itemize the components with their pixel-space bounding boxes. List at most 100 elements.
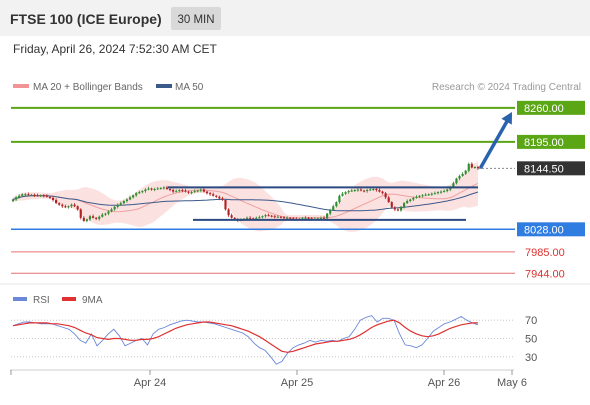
candle-body — [11, 199, 15, 202]
candle-body — [55, 199, 58, 204]
candle-body — [15, 197, 18, 200]
candle-body — [350, 190, 353, 192]
level-badge-resistance — [517, 134, 585, 149]
candle-body — [335, 202, 338, 207]
candle-body — [230, 215, 233, 218]
candle-body — [178, 190, 181, 192]
candle-body — [218, 196, 221, 199]
candle-body — [36, 195, 39, 197]
candle-body — [113, 206, 116, 210]
candle-body — [42, 195, 45, 197]
candle-body — [476, 167, 480, 169]
candle-body — [449, 187, 452, 190]
candle-body — [45, 195, 48, 197]
candle-body — [446, 189, 449, 192]
candle-body — [322, 217, 326, 219]
candle-body — [252, 218, 255, 220]
candle-body — [27, 194, 30, 196]
candle-body — [128, 197, 132, 200]
candle-body — [443, 191, 446, 193]
candle-body — [150, 188, 153, 190]
levels-layer: 8260.00 8195.00 8144.50 8028.00 7985.00 7944.… — [11, 100, 585, 280]
forecast-arrow-shaft — [479, 114, 512, 169]
candle-body — [276, 216, 279, 218]
candle-body — [67, 206, 70, 208]
candle-body — [39, 195, 42, 197]
candle-body — [76, 206, 79, 210]
candle-body — [119, 203, 122, 205]
candle-body — [390, 202, 393, 208]
forecast-arrow-head — [501, 112, 512, 125]
candle-body — [356, 189, 359, 191]
candle-body — [461, 173, 464, 176]
candle-body — [338, 195, 341, 203]
candle-body — [372, 189, 375, 190]
price-layer — [11, 161, 480, 232]
candle-body — [79, 209, 82, 218]
candle-body — [366, 190, 369, 192]
candle-body — [147, 188, 150, 190]
candle-body — [61, 204, 64, 207]
candle-body — [285, 217, 289, 219]
candle-body — [202, 189, 206, 192]
candle-body — [415, 196, 418, 198]
candle-body — [369, 189, 372, 191]
candle-body — [384, 193, 387, 198]
candle-body — [165, 187, 169, 189]
candle-body — [359, 189, 363, 191]
chart-title: FTSE 100 (ICE Europe) — [10, 11, 162, 27]
candle-body — [190, 192, 193, 194]
candle-body — [329, 209, 332, 214]
timeframe-badge[interactable] — [171, 7, 221, 30]
candle-body — [193, 191, 196, 193]
candle-body — [125, 199, 129, 202]
candle-body — [116, 204, 119, 207]
candle-body — [396, 209, 400, 211]
rsi-legend-swatch — [13, 297, 27, 301]
ma20-legend-label: MA 20 + Bollinger Bands — [33, 82, 143, 93]
candle-body — [378, 190, 381, 192]
candle-body — [91, 216, 95, 218]
candle-body — [132, 195, 135, 198]
candle-body — [341, 193, 344, 196]
candle-body — [215, 195, 218, 197]
candle-body — [304, 217, 307, 219]
candle-body — [162, 187, 165, 189]
candle-body — [430, 193, 433, 195]
candle-body — [18, 195, 21, 198]
candle-body — [51, 197, 55, 200]
candle-body — [104, 213, 107, 215]
x-tick-label: May 6 — [497, 377, 527, 389]
candle-body — [184, 190, 187, 192]
candle-body — [424, 194, 427, 196]
candle-body — [455, 178, 458, 184]
candle-body — [279, 216, 282, 218]
rsi-layer: 70 50 30 — [11, 315, 537, 365]
candle-body — [48, 196, 52, 198]
candle-body — [88, 216, 92, 220]
candle-body — [375, 189, 378, 191]
rsi-tick-label: 70 — [525, 315, 537, 327]
candle-body — [362, 190, 366, 192]
candle-body — [138, 192, 141, 194]
candle-body — [249, 217, 252, 219]
candle-body — [387, 197, 390, 203]
ma9-legend-label: 9MA — [82, 295, 103, 306]
candle-body — [470, 163, 473, 168]
candle-body — [73, 204, 76, 207]
ma50-legend-label: MA 50 — [175, 82, 204, 93]
candle-body — [310, 218, 313, 220]
candle-body — [227, 209, 230, 216]
ma9-legend-swatch — [62, 297, 76, 301]
candle-body — [30, 194, 33, 196]
candle-body — [205, 191, 209, 194]
copyright-text: Research © 2024 Trading Central — [432, 82, 581, 93]
level-badge-resistance — [517, 100, 585, 115]
candle-body — [381, 191, 384, 194]
rsi-legend-label: RSI — [33, 295, 50, 306]
rsi-tick-label: 30 — [525, 352, 537, 364]
candle-body — [224, 199, 227, 210]
candle-body — [270, 215, 273, 217]
level-badge-support — [517, 222, 585, 237]
